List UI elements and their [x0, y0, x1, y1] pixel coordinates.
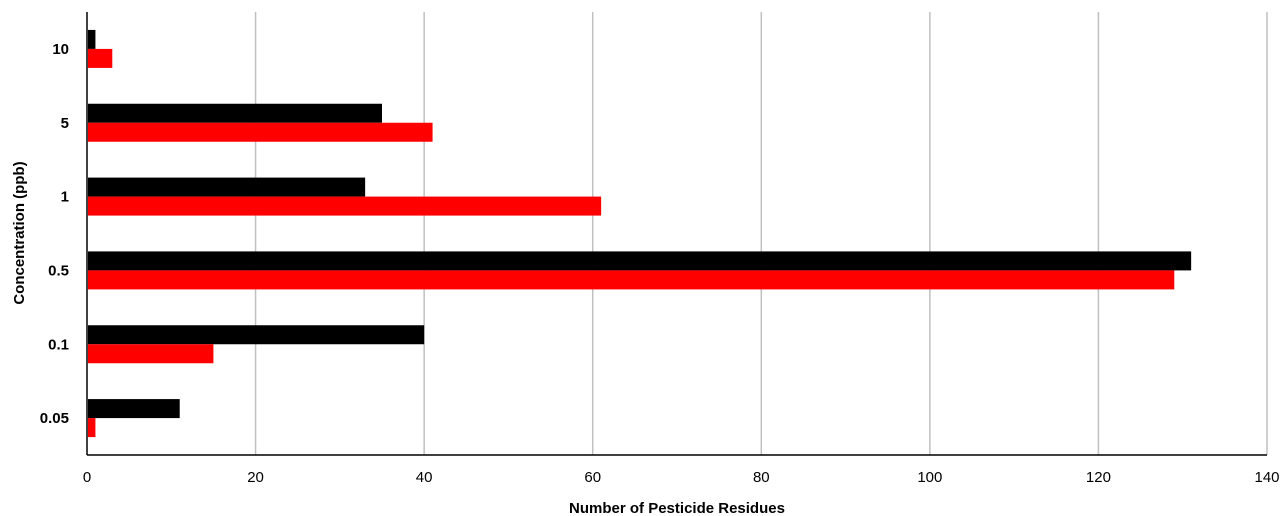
bar-0.1-series-1 — [88, 325, 425, 345]
bar-1-series-1 — [88, 177, 366, 197]
bar-0.5-series-1 — [88, 251, 1192, 271]
gridlines — [254, 12, 1268, 455]
bar-0.1-series-2 — [88, 344, 214, 364]
x-tick-label: 140 — [1254, 469, 1279, 486]
y-category-label: 1 — [61, 189, 69, 206]
y-category-labels: 10 5 1 0.5 0.1 0.05 — [40, 41, 69, 427]
x-tick-label: 60 — [584, 469, 601, 486]
y-category-label: 0.1 — [48, 336, 69, 353]
y-axis-title: Concentration (ppb) — [11, 161, 28, 304]
bar-0.5-series-2 — [88, 270, 1175, 290]
bar-5-series-2 — [88, 122, 433, 142]
x-tick-label: 0 — [83, 469, 91, 486]
bar-10-series-1 — [88, 29, 96, 49]
x-tick-label: 40 — [416, 469, 433, 486]
bar-0.05-series-2 — [88, 418, 96, 438]
y-category-label: 10 — [52, 41, 69, 58]
x-axis-title: Number of Pesticide Residues — [569, 500, 785, 516]
axes — [86, 12, 1267, 456]
bar-5-series-1 — [88, 103, 382, 123]
x-tick-labels: 0 20 40 60 80 100 120 140 — [83, 469, 1280, 486]
y-category-label: 0.5 — [48, 262, 69, 279]
x-tick-label: 100 — [917, 469, 942, 486]
bar-0.05-series-1 — [88, 399, 180, 419]
y-category-label: 0.05 — [40, 410, 69, 427]
x-tick-label: 80 — [753, 469, 770, 486]
bars — [88, 29, 1192, 438]
bar-10-series-2 — [88, 48, 113, 68]
y-category-label: 5 — [61, 115, 69, 132]
bar-1-series-2 — [88, 196, 602, 216]
x-tick-label: 120 — [1086, 469, 1111, 486]
x-tick-label: 20 — [247, 469, 264, 486]
